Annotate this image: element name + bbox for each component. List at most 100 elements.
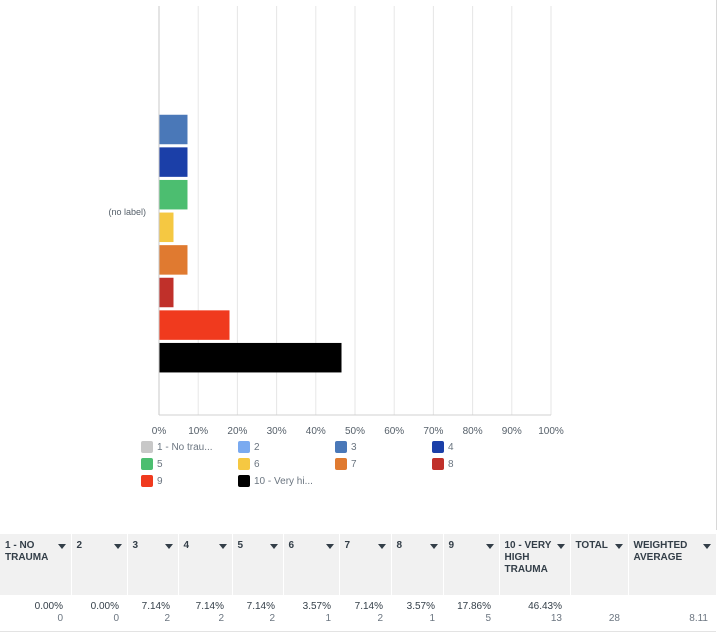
legend-label: 5 — [157, 458, 163, 470]
table-cell: 3.57% 1 — [283, 595, 339, 632]
x-tick-label: 90% — [502, 426, 522, 437]
column-header[interactable]: 9 — [443, 534, 500, 595]
bar-chart: 0% 10% 20% 30% 40% 50% 60% 70% 80% 90% 100% (no lab… — [108, 6, 564, 437]
x-tick-label: 30% — [267, 426, 287, 437]
legend-swatch — [141, 475, 153, 487]
sort-caret-icon[interactable] — [377, 544, 386, 549]
column-header-label: TOTAL — [575, 540, 608, 551]
legend-item[interactable]: 4 — [432, 441, 454, 453]
legend-label: 7 — [351, 458, 357, 470]
legend-item[interactable]: 6 — [238, 458, 260, 470]
column-header[interactable]: 7 — [339, 534, 392, 595]
sort-caret-icon[interactable] — [325, 544, 334, 549]
cell-count: 2 — [269, 613, 275, 624]
column-header[interactable]: WEIGHTED AVERAGE — [628, 534, 717, 595]
legend-label: 4 — [448, 441, 454, 453]
column-header-label: WEIGHTED AVERAGE — [633, 540, 688, 563]
cell-percent — [630, 601, 708, 613]
x-tick-label: 70% — [423, 426, 443, 437]
column-header-label: 9 — [448, 540, 455, 551]
column-header[interactable]: 3 — [127, 534, 179, 595]
legend-item[interactable]: 1 - No trau... — [141, 441, 213, 453]
legend-swatch — [335, 441, 347, 453]
column-header-label: 8 — [396, 540, 403, 551]
legend-label: 1 - No trau... — [157, 441, 213, 453]
column-header[interactable]: 8 — [391, 534, 444, 595]
column-header[interactable]: TOTAL — [570, 534, 629, 595]
cell-percent: 0.00% — [34, 601, 63, 612]
cell-count: 5 — [485, 613, 491, 624]
bar-9 — [159, 310, 230, 340]
bar-3 — [159, 114, 188, 145]
column-header[interactable]: 1 - NO TRAUMA — [0, 534, 72, 595]
sort-caret-icon[interactable] — [218, 544, 227, 549]
column-header[interactable]: 4 — [178, 534, 233, 595]
bar-7 — [159, 245, 188, 275]
sort-caret-icon[interactable] — [429, 544, 438, 549]
column-header[interactable]: 6 — [283, 534, 340, 595]
cell-count: 0 — [113, 613, 119, 624]
cell-count: 2 — [377, 613, 383, 624]
table-cell: 8.11 — [628, 595, 716, 632]
sort-caret-icon[interactable] — [164, 544, 173, 549]
table-row: 0.00% 0 0.00% 0 7.14% 2 7.14% 2 7.14% 2 3.57% 1 7.14… — [0, 595, 716, 632]
table-cell: 7.14% 2 — [178, 595, 232, 632]
results-table: 1 - NO TRAUMA 2 3 4 5 6 7 8 9 10 - VERY HIGH TRAU… — [0, 534, 717, 632]
column-header-label: 7 — [344, 540, 351, 551]
table-cell: 28 — [570, 595, 628, 632]
sort-caret-icon[interactable] — [702, 544, 711, 549]
column-header[interactable]: 2 — [71, 534, 128, 595]
column-header[interactable]: 5 — [232, 534, 284, 595]
table-cell: 0.00% 0 — [0, 595, 71, 632]
cell-percent: 7.14% — [354, 601, 383, 612]
bar-8 — [159, 277, 174, 308]
column-header-label: 4 — [183, 540, 190, 551]
x-tick-label: 80% — [463, 426, 483, 437]
legend-label: 2 — [254, 441, 260, 453]
legend-swatch — [141, 458, 153, 470]
sort-caret-icon[interactable] — [556, 544, 565, 549]
x-tick-label: 40% — [306, 426, 326, 437]
cell-count: 2 — [218, 613, 224, 624]
legend-item[interactable]: 10 - Very hi... — [238, 475, 313, 487]
column-header[interactable]: 10 - VERY HIGH TRAUMA — [499, 534, 571, 595]
cell-count: 0 — [57, 613, 63, 624]
column-header-label: 1 - NO TRAUMA — [5, 540, 49, 563]
sort-caret-icon[interactable] — [485, 544, 494, 549]
sort-caret-icon[interactable] — [269, 544, 278, 549]
cell-percent: 17.86% — [457, 601, 491, 612]
cell-percent: 46.43% — [528, 601, 562, 612]
legend-item[interactable]: 2 — [238, 441, 260, 453]
column-header-label: 5 — [237, 540, 244, 551]
legend-item[interactable]: 7 — [335, 458, 357, 470]
sort-caret-icon[interactable] — [614, 544, 623, 549]
cell-percent: 3.57% — [406, 601, 435, 612]
legend-label: 8 — [448, 458, 454, 470]
table-cell: 17.86% 5 — [443, 595, 499, 632]
cell-count: 13 — [550, 613, 562, 624]
legend-item[interactable]: 3 — [335, 441, 357, 453]
cell-percent: 0.00% — [90, 601, 119, 612]
legend-item[interactable]: 9 — [141, 475, 163, 487]
sort-caret-icon[interactable] — [57, 544, 66, 549]
legend-swatch — [432, 441, 444, 453]
legend-item[interactable]: 5 — [141, 458, 163, 470]
cell-count: 1 — [325, 613, 331, 624]
legend-label: 9 — [157, 475, 163, 487]
column-header-label: 2 — [76, 540, 83, 551]
cell-percent: 7.14% — [195, 601, 224, 612]
legend-swatch — [141, 441, 153, 453]
legend-swatch — [335, 458, 347, 470]
table-cell: 7.14% 2 — [232, 595, 283, 632]
table-header-row: 1 - NO TRAUMA 2 3 4 5 6 7 8 9 10 - VERY HIGH TRAU… — [0, 534, 717, 595]
x-tick-label: 50% — [345, 426, 365, 437]
cell-count: 2 — [164, 613, 170, 624]
legend-item[interactable]: 8 — [432, 458, 454, 470]
legend-label: 3 — [351, 441, 357, 453]
legend-label: 6 — [254, 458, 260, 470]
sort-caret-icon[interactable] — [113, 544, 122, 549]
cell-percent — [572, 601, 620, 613]
bar-10 — [159, 342, 342, 373]
x-tick-label: 60% — [384, 426, 404, 437]
cell-percent: 7.14% — [246, 601, 275, 612]
